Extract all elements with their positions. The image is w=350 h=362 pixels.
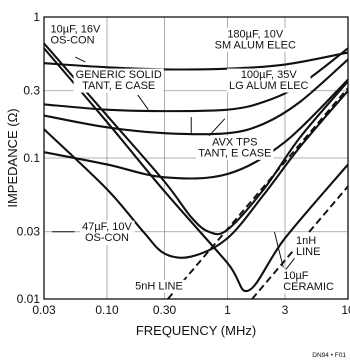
annotation-2-line-0: GENERIC SOLID <box>76 69 162 81</box>
plot-frame <box>43 16 349 300</box>
series-5nH-line <box>167 87 348 299</box>
annotation-7-line-0: 1nH <box>296 235 316 247</box>
series-ceramic-10uF <box>44 47 348 293</box>
x-axis-title: FREQUENCY (MHz) <box>136 323 256 338</box>
annotation-bg-6 <box>133 279 185 293</box>
annotation-4-line-1: TANT, E CASE <box>198 147 271 159</box>
annotation-1-line-1: SM ALUM ELEC <box>215 39 296 51</box>
annotation-bg-8 <box>281 269 337 294</box>
leader-layer <box>52 56 303 270</box>
leader-line-0 <box>75 56 86 63</box>
leader-line-1 <box>137 94 149 111</box>
annotation-bg-0 <box>48 22 103 47</box>
y-tick-label-4: 1 <box>33 10 40 24</box>
annotation-3-line-1: LG ALUM ELEC <box>229 80 309 92</box>
annotation-3-line-0: 100µF, 35V <box>241 69 298 81</box>
annotation-bg-2 <box>73 68 164 93</box>
annotation-8-line-1: CERAMIC <box>283 281 334 293</box>
series-sm-alum <box>44 51 348 71</box>
annotation-bg-5 <box>80 220 135 245</box>
annotation-8-line-0: 10µF <box>283 270 309 282</box>
leader-line-8 <box>273 231 284 268</box>
figure-id: DN94 • F01 <box>312 352 346 359</box>
series-1nH-line <box>251 185 348 299</box>
x-tick-label-2: 0.30 <box>153 303 177 317</box>
x-tick-label-1: 0.10 <box>95 303 119 317</box>
x-tick-label-5: 10 <box>341 303 350 317</box>
annotation-bg-7 <box>293 234 323 259</box>
y-axis-title: IMPEDANCE (Ω) <box>5 108 20 207</box>
tick-layer: 0.030.100.3013100.010.030.10.31 <box>17 10 350 317</box>
annotation-bg-1 <box>212 27 298 52</box>
y-tick-label-0: 0.01 <box>17 292 41 306</box>
y-tick-label-1: 0.03 <box>17 225 41 239</box>
annotation-1-line-0: 180µF, 10V <box>227 28 284 40</box>
series-avx-tps <box>44 78 348 180</box>
series-layer <box>44 42 348 299</box>
annotation-2-line-1: TANT, E CASE <box>82 80 155 92</box>
annotation-bg-4 <box>196 135 274 160</box>
annotation-5-line-1: OS-CON <box>85 232 129 244</box>
y-tick-label-2: 0.1 <box>23 151 40 165</box>
x-tick-label-4: 3 <box>282 303 289 317</box>
annotation-7-line-1: LINE <box>296 246 320 258</box>
y-tick-label-3: 0.3 <box>23 84 40 98</box>
annotation-0-line-0: 10µF, 16V <box>51 23 101 35</box>
x-tick-label-3: 1 <box>224 303 231 317</box>
series-generic-solid <box>44 58 348 136</box>
annotation-4-line-0: AVX TPS <box>212 136 257 148</box>
annotation-5-line-0: 47µF, 10V <box>82 221 132 233</box>
annotation-6: 5nH LINE <box>133 279 185 293</box>
leader-line-3 <box>208 118 226 137</box>
annotation-0-line-1: OS-CON <box>51 34 95 46</box>
annotation-6-line-0: 5nH LINE <box>135 280 183 292</box>
annotation-bg-3 <box>227 68 311 93</box>
x-tick-label-0: 0.03 <box>32 303 56 317</box>
series-os-con-16v <box>44 42 348 236</box>
series-os-con-10v <box>44 90 348 259</box>
